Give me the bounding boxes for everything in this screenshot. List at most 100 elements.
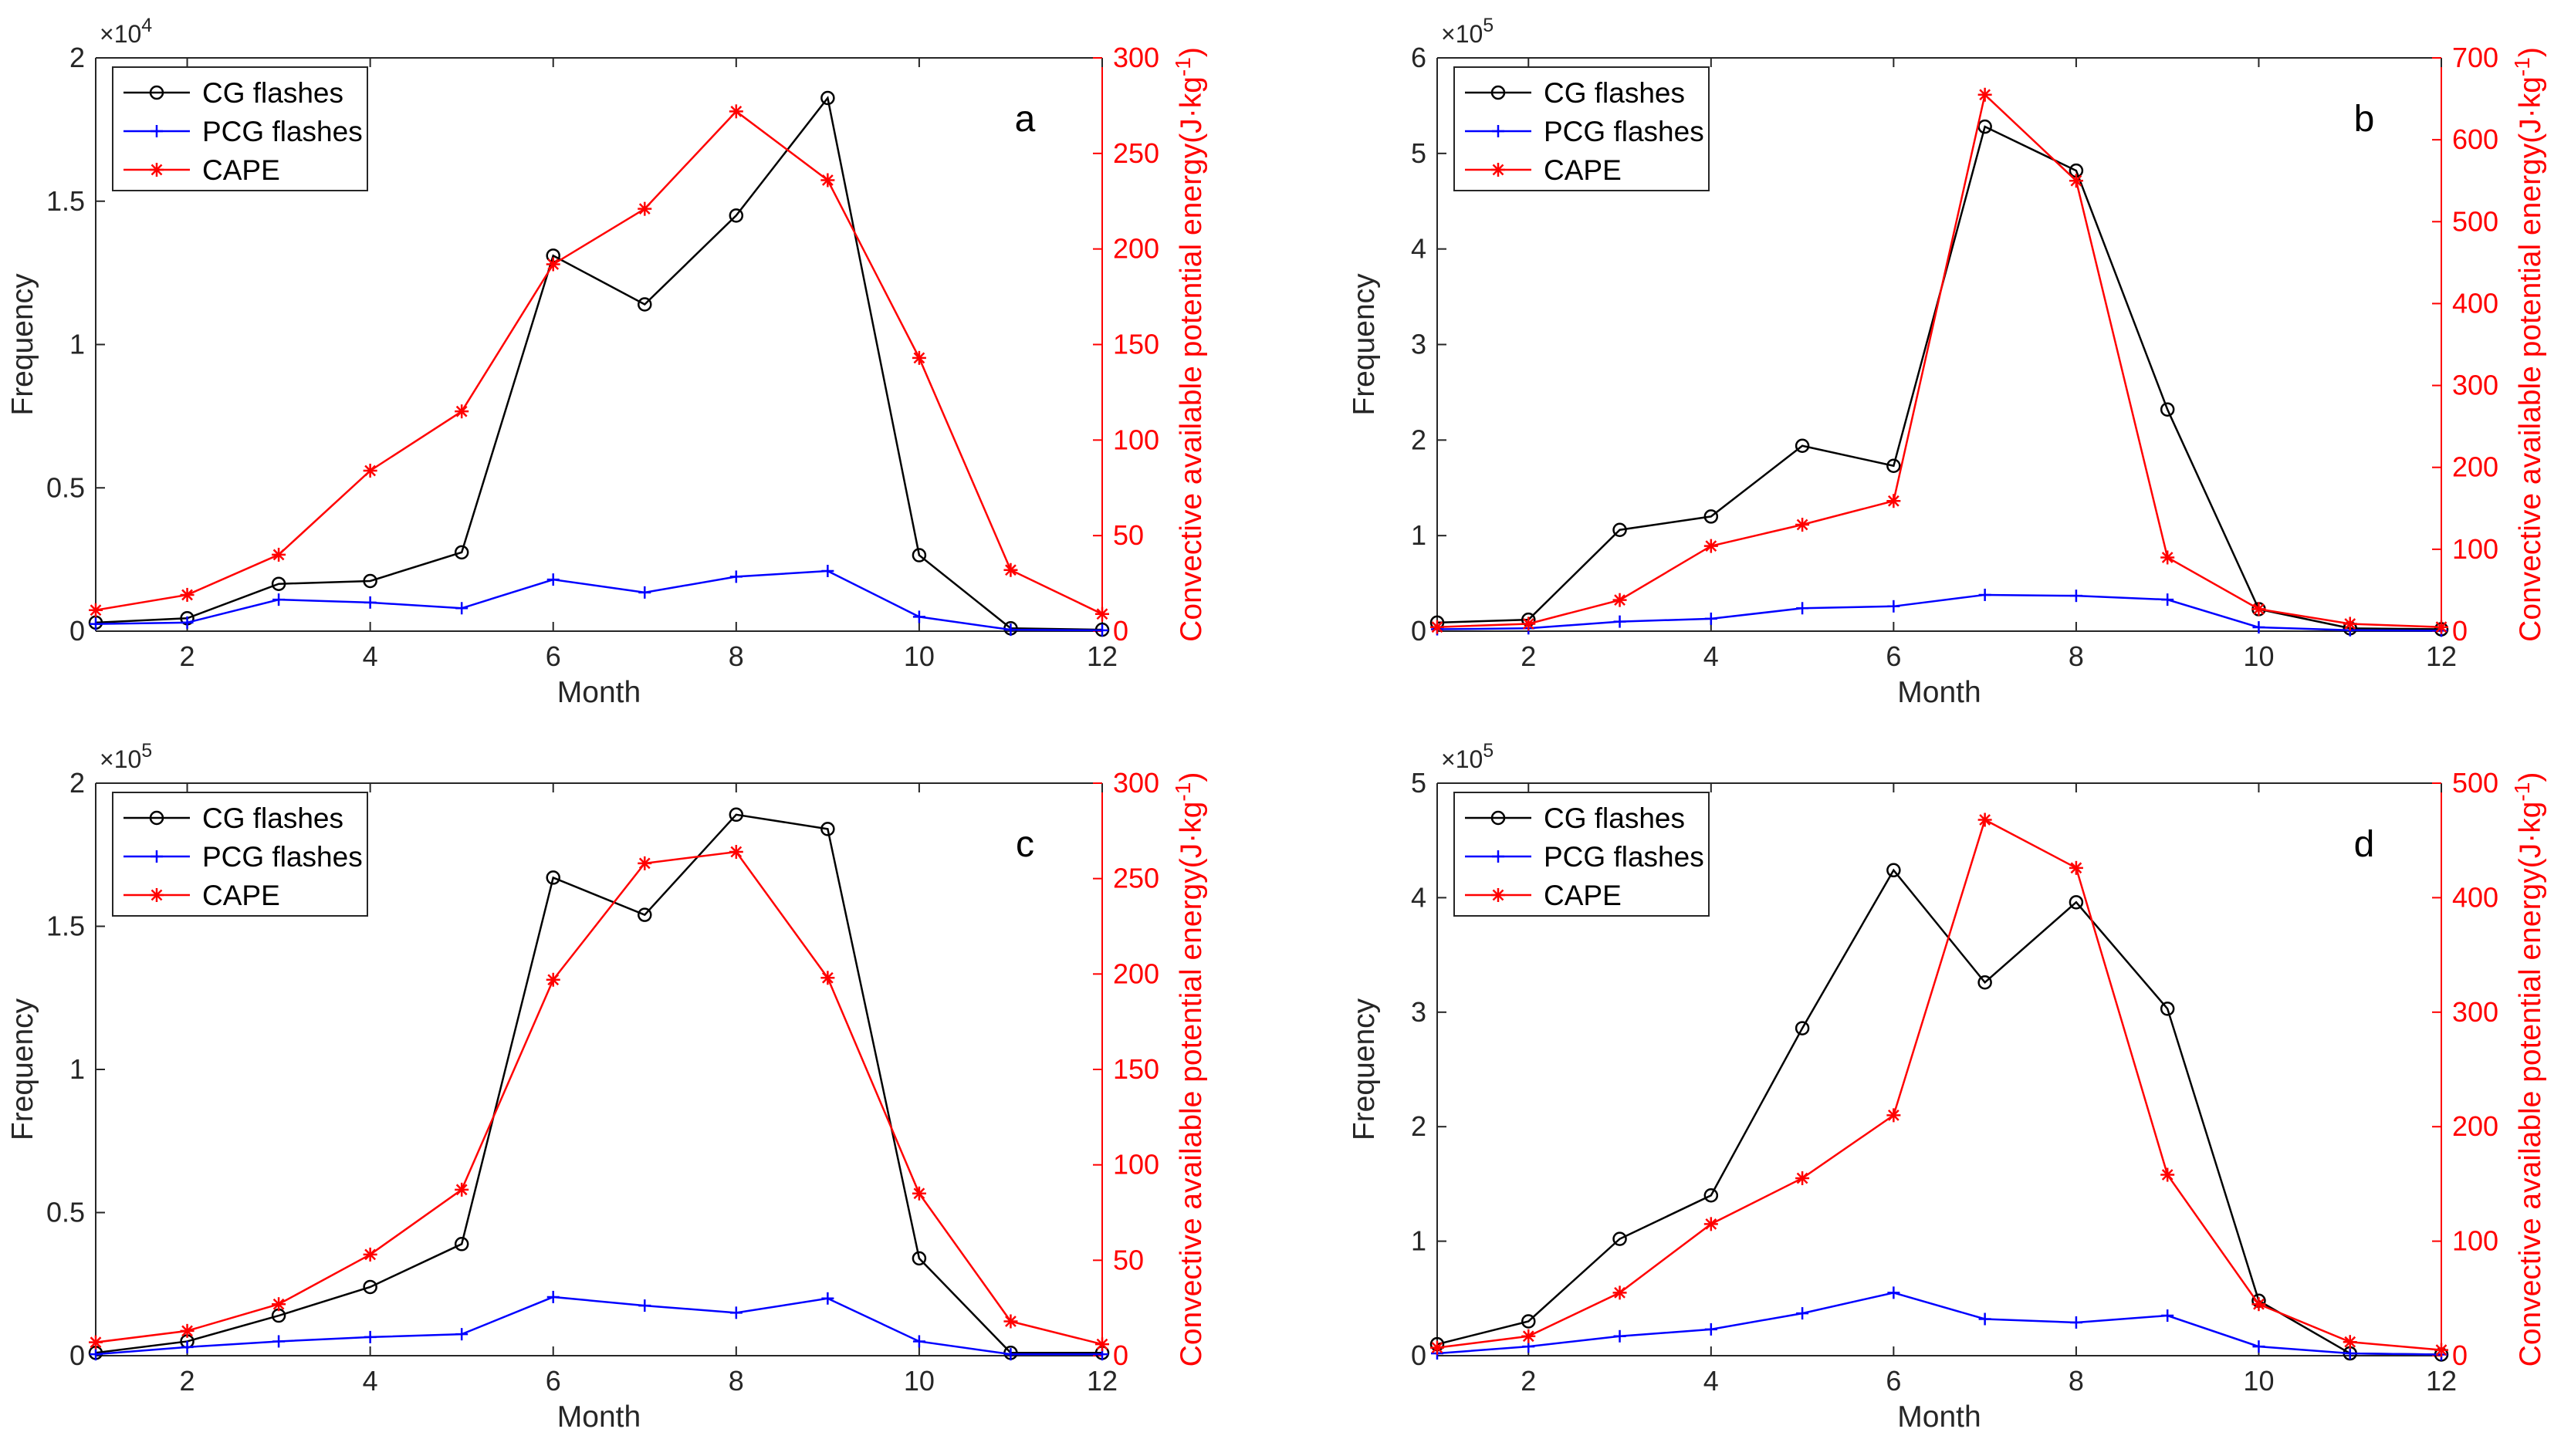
- data-point-marker: [1703, 509, 1719, 524]
- data-point-marker: [363, 463, 377, 478]
- right-y-tick-label: 0: [1113, 615, 1128, 647]
- data-point-marker: [820, 971, 835, 985]
- data-point-marker: [1978, 1312, 1991, 1326]
- data-point-marker: [1612, 1231, 1627, 1246]
- data-point-marker: [546, 1290, 560, 1303]
- right-y-tick-label: 400: [2452, 287, 2498, 319]
- left-y-tick-label: 0: [1411, 615, 1426, 647]
- data-point-marker: [729, 570, 743, 583]
- data-point-marker: [1613, 1329, 1626, 1343]
- data-point-marker: [2160, 402, 2175, 417]
- right-y-tick-label: 150: [1113, 329, 1159, 360]
- data-point-marker: [2160, 1167, 2175, 1182]
- data-point-marker: [1612, 1285, 1627, 1300]
- left-y-tick-label: 6: [1411, 42, 1426, 73]
- x-tick-label: 12: [1087, 1365, 1118, 1397]
- data-point-marker: [2252, 1340, 2265, 1353]
- legend: CG flashes PCG flashes CAPE: [112, 792, 368, 917]
- data-point-marker: [1886, 1108, 1901, 1123]
- data-point-marker: [1796, 1307, 1809, 1320]
- panel-c: 2 4 6 8 10 1200.511.52050100150200250300×105M…: [6, 740, 1208, 1434]
- data-point-marker: [1886, 458, 1901, 474]
- panel-b: 2 4 6 8 10 1201234560100200300400500600700×10…: [1348, 15, 2547, 709]
- x-tick-label: 12: [2426, 640, 2457, 672]
- data-point-marker: [912, 1186, 926, 1201]
- data-point-marker: [912, 1335, 925, 1348]
- data-point-marker: [729, 845, 743, 860]
- series-line: [1436, 125, 2442, 630]
- data-point-marker: [2069, 895, 2084, 910]
- left-y-axis-label: Frequency: [1348, 273, 1381, 416]
- series-cape: [89, 104, 1109, 621]
- data-point-marker: [272, 593, 286, 606]
- data-point-marker: [729, 104, 743, 119]
- data-point-marker: [1430, 1340, 1444, 1355]
- data-point-marker: [454, 545, 469, 560]
- data-point-marker: [455, 404, 469, 419]
- right-y-tick-label: 0: [2452, 1339, 2468, 1371]
- data-point-marker: [2343, 1347, 2356, 1360]
- data-point-marker: [272, 1297, 286, 1312]
- left-y-tick-label: 1: [69, 1053, 85, 1085]
- left-y-tick-label: 1: [1411, 519, 1426, 551]
- left-y-tick-label: 1.5: [46, 185, 85, 217]
- data-point-marker: [912, 548, 927, 562]
- panel-letter: a: [1015, 99, 1036, 140]
- series-line: [1436, 1292, 2442, 1356]
- data-point-marker: [1703, 539, 1718, 553]
- right-y-tick-label: 500: [2452, 205, 2498, 237]
- data-point-marker: [821, 1292, 834, 1305]
- data-point-marker: [181, 616, 194, 629]
- data-point-marker: [1887, 600, 1900, 613]
- right-y-tick-label: 100: [2452, 533, 2498, 565]
- legend-label: CG flashes: [1544, 77, 1685, 109]
- right-y-tick-label: 300: [1113, 42, 1159, 73]
- x-tick-label: 12: [2426, 1365, 2457, 1397]
- series-pcg-flashes: [1431, 1286, 2448, 1361]
- right-y-tick-label: 0: [2452, 615, 2468, 647]
- data-point-marker: [2069, 1316, 2082, 1329]
- data-point-marker: [1887, 1286, 1900, 1299]
- data-point-marker: [149, 810, 164, 826]
- x-axis-label: Month: [1897, 676, 1981, 709]
- right-y-tick-label: 400: [2452, 881, 2498, 913]
- data-point-marker: [1095, 1337, 1109, 1352]
- data-point-marker: [1490, 85, 1506, 100]
- x-tick-label: 2: [180, 1365, 195, 1397]
- legend-label: PCG flashes: [1544, 116, 1704, 147]
- data-point-marker: [180, 1323, 195, 1338]
- data-point-marker: [912, 610, 925, 623]
- data-point-marker: [1004, 1348, 1017, 1361]
- data-point-marker: [1521, 617, 1536, 631]
- left-y-tick-label: 3: [1411, 329, 1426, 360]
- data-point-marker: [2252, 621, 2265, 634]
- data-point-marker: [1521, 1329, 1536, 1343]
- data-point-marker: [180, 587, 195, 602]
- series-cape: [1430, 812, 2448, 1357]
- legend-label: CAPE: [1544, 154, 1622, 186]
- x-tick-label: 10: [2243, 1365, 2274, 1397]
- series-line: [1436, 868, 2442, 1356]
- series-cape: [1430, 87, 2448, 634]
- left-y-axis-label: Frequency: [1348, 998, 1381, 1140]
- series-line: [95, 850, 1103, 1346]
- data-point-marker: [363, 1247, 377, 1262]
- data-point-marker: [272, 547, 286, 562]
- data-point-marker: [455, 602, 469, 615]
- left-y-tick-label: 0.5: [46, 471, 85, 503]
- x-tick-label: 12: [1087, 640, 1118, 672]
- x-tick-label: 8: [2069, 640, 2084, 672]
- data-point-marker: [150, 888, 164, 902]
- data-point-marker: [1490, 810, 1506, 826]
- right-y-tick-label: 500: [2452, 767, 2498, 799]
- data-point-marker: [638, 907, 652, 922]
- x-tick-label: 6: [1886, 1365, 1901, 1397]
- data-point-marker: [1977, 975, 1992, 990]
- right-y-tick-label: 300: [1113, 767, 1159, 799]
- data-point-marker: [729, 1306, 743, 1319]
- right-y-tick-label: 100: [1113, 424, 1159, 455]
- data-point-marker: [1704, 612, 1717, 625]
- data-point-marker: [729, 208, 744, 223]
- data-point-marker: [89, 603, 103, 617]
- data-point-marker: [271, 576, 286, 591]
